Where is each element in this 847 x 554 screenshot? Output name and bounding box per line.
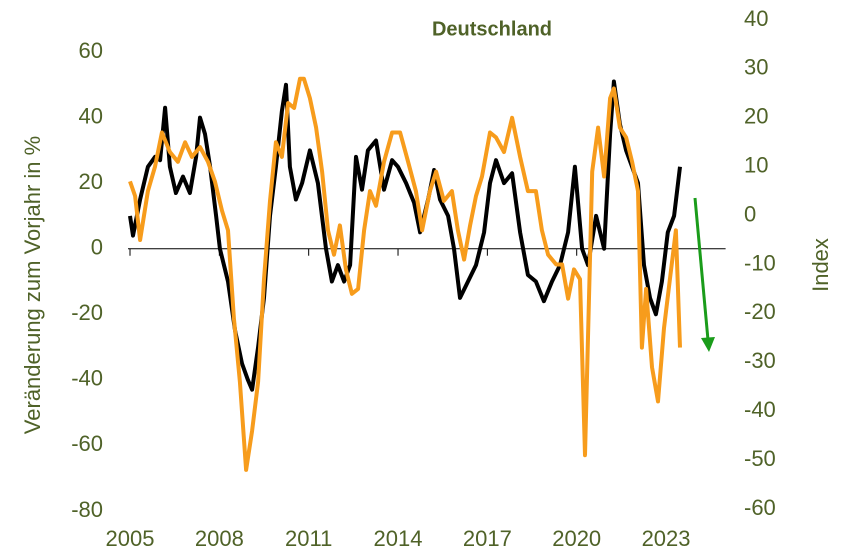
y2-tick-label: 0 [744,201,756,226]
y2-tick-label: -60 [744,495,776,520]
y-tick-label: 40 [79,103,103,128]
y-tick-label: 0 [91,235,103,260]
y-tick-label: -60 [71,431,103,456]
y2-tick-label: -50 [744,446,776,471]
y2-tick-label: 40 [744,6,768,31]
x-tick-label: 2023 [642,526,691,551]
x-tick-label: 2014 [374,526,423,551]
y2-tick-label: 20 [744,104,768,129]
x-tick-label: 2005 [106,526,155,551]
y2-tick-label: -10 [744,250,776,275]
trend-arrow [693,197,715,352]
y-tick-label: 20 [79,169,103,194]
y-tick-label: -40 [71,366,103,391]
x-tick-label: 2011 [285,526,332,551]
y-axis-label: Veränderung zum Vorjahr in % [20,136,45,434]
y2-tick-label: 30 [744,55,768,80]
x-tick-label: 2008 [195,526,244,551]
y2-tick-label: -20 [744,299,776,324]
y-tick-label: -80 [71,497,103,522]
y-tick-label: 60 [79,38,103,63]
y2-tick-label: -30 [744,348,776,373]
x-tick-label: 2020 [552,526,601,551]
y2-axis-label: Index [808,238,833,292]
x-tick-label: 2017 [463,526,512,551]
y2-tick-label: -40 [744,397,776,422]
chart-title: Deutschland [432,18,552,40]
y2-tick-label: 10 [744,153,768,178]
series-line [128,76,682,472]
y-tick-label: -20 [71,300,103,325]
